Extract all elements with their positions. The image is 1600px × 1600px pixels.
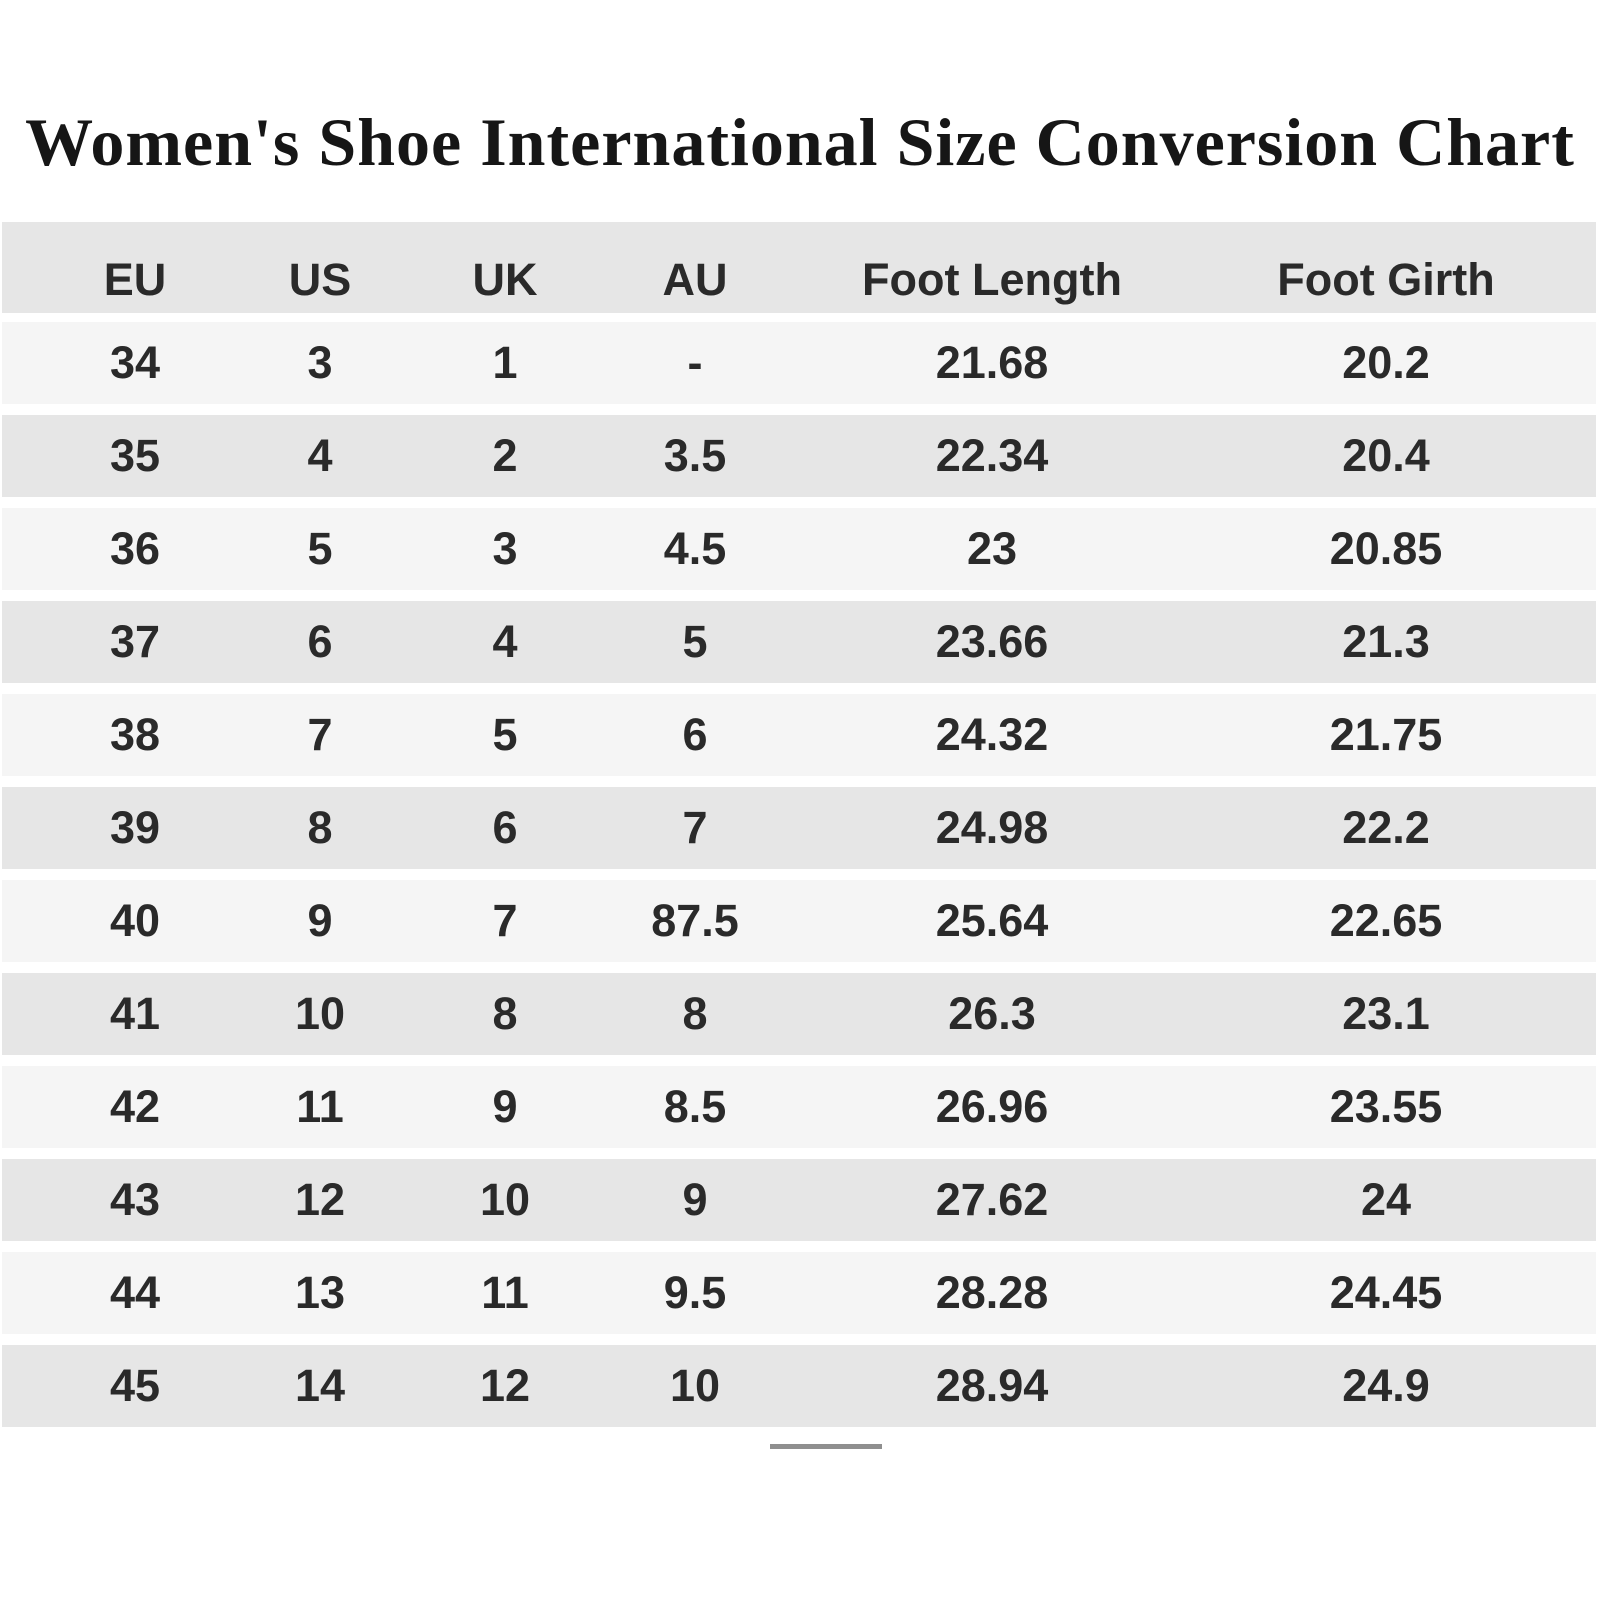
table-cell: 21.75 [1329, 709, 1443, 760]
table-cell: 2 [492, 430, 518, 481]
table-cell: 20.2 [1342, 337, 1430, 388]
table-row: 40 9 7 87.5 25.64 22.65 [2, 880, 1596, 962]
table-cell: 42 [109, 1081, 161, 1132]
column-header-foot-girth: Foot Girth [1277, 253, 1495, 305]
table-cell: 3 [307, 337, 333, 388]
table-cell: 25.64 [935, 895, 1049, 946]
table-cell: 5 [492, 709, 518, 760]
table-row: 36 5 3 4.5 23 20.85 [2, 508, 1596, 590]
table-cell: 22.2 [1342, 802, 1430, 853]
table-cell: 11 [296, 1081, 344, 1132]
table-cell: 87.5 [651, 895, 739, 946]
table-cell: 7 [307, 709, 333, 760]
table-cell: 40 [109, 895, 161, 946]
table-row: 39 8 6 7 24.98 22.2 [2, 787, 1596, 869]
table-cell: 1 [492, 337, 518, 388]
table-cell: 8 [307, 802, 333, 853]
column-header-eu: EU [103, 253, 167, 305]
table-cell: 28.94 [935, 1360, 1049, 1411]
table-row: 35 4 2 3.5 22.34 20.4 [2, 415, 1596, 497]
table-row: 43 12 10 9 27.62 24 [2, 1159, 1596, 1241]
table-row: 42 11 9 8.5 26.96 23.55 [2, 1066, 1596, 1148]
table-cell: 41 [109, 988, 161, 1039]
table-cell: 27.62 [935, 1174, 1049, 1225]
table-cell: 10 [669, 1360, 721, 1411]
table-cell: 45 [109, 1360, 161, 1411]
table-cell: 34 [109, 337, 161, 388]
table-cell: 24.45 [1329, 1267, 1443, 1318]
table-cell: 5 [307, 523, 333, 574]
table-cell: 39 [109, 802, 161, 853]
table-cell: 12 [479, 1360, 531, 1411]
table-cell: 9 [307, 895, 333, 946]
table-cell: 6 [682, 709, 708, 760]
table-cell: 9 [682, 1174, 708, 1225]
table-cell: 21.68 [935, 337, 1049, 388]
table-cell: 36 [109, 523, 161, 574]
table-cell: 38 [109, 709, 161, 760]
table-cell: 11 [481, 1267, 529, 1318]
table-cell: 35 [109, 430, 161, 481]
table-cell: 23.66 [935, 616, 1049, 667]
table-row: 41 10 8 8 26.3 23.1 [2, 973, 1596, 1055]
table-cell: 22.34 [935, 430, 1049, 481]
column-header-foot-length: Foot Length [862, 253, 1122, 305]
table-cell: 22.65 [1329, 895, 1443, 946]
table-cell: 23.1 [1342, 988, 1430, 1039]
table-cell: 8 [492, 988, 518, 1039]
table-cell: 4.5 [663, 523, 727, 574]
page-title: Women's Shoe International Size Conversi… [25, 104, 1575, 180]
table-cell: 5 [682, 616, 708, 667]
table-cell: 8.5 [663, 1081, 727, 1132]
table-row: 37 6 4 5 23.66 21.3 [2, 601, 1596, 683]
table-header-row: EU US UK AU Foot Length Foot Girth [2, 222, 1596, 313]
table-cell: 3 [492, 523, 518, 574]
table-cell: 24 [1360, 1174, 1412, 1225]
table-cell: 20.85 [1329, 523, 1443, 574]
column-header-uk: UK [472, 253, 538, 305]
table-row: 38 7 5 6 24.32 21.75 [2, 694, 1596, 776]
bottom-divider-line [770, 1444, 882, 1449]
table-cell: 23 [966, 523, 1018, 574]
table-cell: 7 [492, 895, 518, 946]
table-cell: 7 [682, 802, 708, 853]
column-header-us: US [288, 253, 352, 305]
table-cell: 12 [294, 1174, 346, 1225]
table-cell: 10 [294, 988, 346, 1039]
table-cell: 6 [307, 616, 333, 667]
table-cell: 44 [109, 1267, 161, 1318]
table-cell: 4 [492, 616, 518, 667]
table-cell: 9 [492, 1081, 518, 1132]
table-cell: 37 [109, 616, 161, 667]
table-cell: 21.3 [1342, 616, 1430, 667]
table-cell: 24.9 [1342, 1360, 1430, 1411]
column-header-au: AU [662, 253, 728, 305]
table-cell: 10 [479, 1174, 531, 1225]
table-row: 44 13 11 9.5 28.28 24.45 [2, 1252, 1596, 1334]
table-cell: 28.28 [935, 1267, 1049, 1318]
table-row: 34 3 1 - 21.68 20.2 [2, 322, 1596, 404]
table-cell: - [687, 337, 703, 388]
table-cell: 3.5 [663, 430, 727, 481]
table-cell: 4 [307, 430, 333, 481]
table-cell: 13 [294, 1267, 346, 1318]
table-cell: 8 [682, 988, 708, 1039]
table-cell: 24.98 [935, 802, 1049, 853]
table-cell: 24.32 [935, 709, 1049, 760]
table-cell: 43 [109, 1174, 161, 1225]
table-row: 45 14 12 10 28.94 24.9 [2, 1345, 1596, 1427]
table-cell: 20.4 [1342, 430, 1430, 481]
table-cell: 26.3 [948, 988, 1036, 1039]
conversion-table: EU US UK AU Foot Length Foot Girth 34 3 … [2, 222, 1596, 1438]
table-cell: 23.55 [1329, 1081, 1443, 1132]
table-cell: 9.5 [663, 1267, 727, 1318]
table-cell: 6 [492, 802, 518, 853]
table-cell: 26.96 [935, 1081, 1049, 1132]
table-cell: 14 [294, 1360, 346, 1411]
